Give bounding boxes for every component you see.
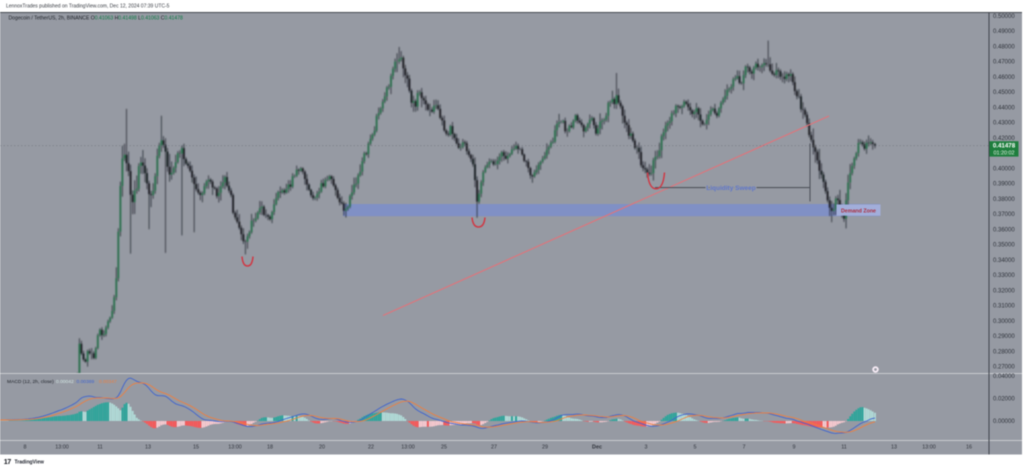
svg-text:0.39000: 0.39000: [993, 182, 1015, 188]
svg-text:0.00000: 0.00000: [993, 419, 1015, 425]
svg-text:13:00: 13:00: [922, 444, 936, 450]
svg-text:15: 15: [193, 444, 199, 450]
svg-text:Liquidity Sweep: Liquidity Sweep: [706, 185, 756, 192]
svg-text:0.35000: 0.35000: [993, 243, 1015, 249]
svg-text:0.50000: 0.50000: [993, 14, 1015, 20]
svg-text:0.31000: 0.31000: [993, 304, 1015, 310]
svg-text:0.40000: 0.40000: [993, 166, 1015, 172]
svg-text:11: 11: [841, 444, 847, 450]
svg-text:11: 11: [97, 444, 103, 450]
svg-text:13:00: 13:00: [55, 444, 69, 450]
svg-text:Dogecoin / TetherUS, 2h, BINAN: Dogecoin / TetherUS, 2h, BINANCE O0.4106…: [9, 16, 184, 22]
svg-text:20: 20: [319, 444, 325, 450]
svg-text:0.44000: 0.44000: [993, 105, 1015, 111]
svg-text:13:00: 13:00: [228, 444, 242, 450]
svg-text:Dec: Dec: [592, 444, 602, 450]
svg-text:0.45000: 0.45000: [993, 90, 1015, 96]
svg-text:0.47000: 0.47000: [993, 60, 1015, 66]
svg-text:0.43000: 0.43000: [993, 121, 1015, 127]
svg-text:01:20:02: 01:20:02: [994, 151, 1015, 157]
svg-text:Demand Zone: Demand Zone: [841, 209, 876, 215]
svg-text:27: 27: [491, 444, 497, 450]
svg-text:17: 17: [4, 457, 11, 466]
svg-text:0.38000: 0.38000: [993, 197, 1015, 203]
svg-text:0.33000: 0.33000: [993, 273, 1015, 279]
svg-text:13:00: 13:00: [401, 444, 415, 450]
svg-text:0.32000: 0.32000: [993, 288, 1015, 294]
svg-text:TradingView: TradingView: [15, 460, 44, 466]
svg-text:0.46000: 0.46000: [993, 75, 1015, 81]
svg-text:0.48000: 0.48000: [993, 45, 1015, 51]
svg-text:9: 9: [793, 444, 796, 450]
svg-text:0.37000: 0.37000: [993, 212, 1015, 218]
svg-text:18: 18: [267, 444, 273, 450]
svg-text:0.41478: 0.41478: [993, 143, 1016, 150]
svg-text:7: 7: [743, 444, 746, 450]
svg-text:5: 5: [694, 444, 697, 450]
svg-text:0.04000: 0.04000: [993, 374, 1015, 380]
svg-text:29: 29: [542, 444, 548, 450]
svg-text:13: 13: [891, 444, 897, 450]
svg-text:22: 22: [368, 444, 374, 450]
svg-text:13: 13: [145, 444, 151, 450]
svg-text:16: 16: [966, 444, 972, 450]
svg-text:8: 8: [24, 444, 27, 450]
svg-text:0.30000: 0.30000: [993, 319, 1015, 325]
svg-text:0.29000: 0.29000: [993, 334, 1015, 340]
svg-text:0.42000: 0.42000: [993, 136, 1015, 142]
svg-text:0.28000: 0.28000: [993, 349, 1015, 355]
svg-text:0.34000: 0.34000: [993, 258, 1015, 264]
svg-text:0.27000: 0.27000: [993, 365, 1015, 371]
svg-text:0.49000: 0.49000: [993, 29, 1015, 35]
svg-text:LennoxTrades published on Trad: LennoxTrades published on TradingView.co…: [6, 4, 170, 10]
svg-text:0.02000: 0.02000: [993, 397, 1015, 403]
svg-text:0.36000: 0.36000: [993, 227, 1015, 233]
svg-text:25: 25: [441, 444, 447, 450]
svg-text:3: 3: [645, 444, 648, 450]
